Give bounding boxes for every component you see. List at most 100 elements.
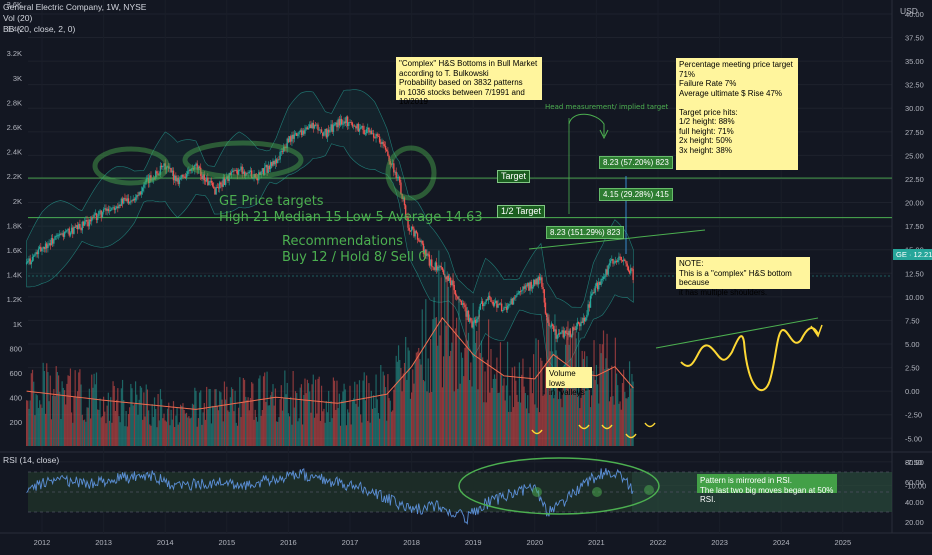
- price-candle: [85, 220, 87, 222]
- volume-bar: [420, 364, 422, 446]
- volume-bar: [310, 412, 312, 446]
- volume-bar: [422, 379, 425, 446]
- volume-bar: [428, 392, 430, 446]
- price-candle: [36, 252, 38, 255]
- price-candle: [234, 170, 236, 172]
- volume-bar: [561, 407, 563, 446]
- volume-bar: [200, 390, 202, 446]
- volume-bar: [388, 398, 390, 446]
- price-candle: [241, 166, 243, 174]
- price-candle: [82, 221, 85, 226]
- price-candle: [406, 215, 408, 217]
- complex-note: NOTE: This is a "complex" H&S bottom bec…: [676, 257, 810, 297]
- price-candle: [202, 174, 204, 180]
- volume-bar: [407, 347, 409, 446]
- price-candle: [266, 164, 268, 173]
- volume-bar: [91, 374, 93, 446]
- volume-bar: [586, 356, 588, 446]
- volume-ma-line: [26, 317, 634, 410]
- price-candle: [220, 182, 222, 185]
- price-candle: [311, 123, 313, 129]
- price-candle: [342, 124, 344, 125]
- volume-bar: [281, 410, 284, 446]
- price-candle: [535, 278, 537, 285]
- price-candle: [368, 127, 370, 133]
- bollinger-indicator-label[interactable]: BB (20, close, 2, 0): [3, 24, 76, 34]
- price-candle: [614, 261, 617, 263]
- volume-bar: [630, 388, 632, 446]
- volume-bar: [557, 399, 560, 446]
- price-candle: [352, 125, 355, 127]
- price-candle: [259, 172, 261, 175]
- volume-bar: [48, 401, 50, 446]
- price-candle: [374, 137, 376, 139]
- last-price-badge: GE · 12.21: [893, 249, 932, 260]
- volume-bar: [606, 333, 608, 446]
- price-candle: [576, 322, 579, 327]
- volume-bar: [601, 344, 603, 446]
- volume-valley-mark: [601, 424, 613, 430]
- price-candle: [316, 124, 318, 126]
- volume-bar: [329, 421, 331, 446]
- volume-bar: [537, 339, 539, 446]
- volume-bar: [318, 376, 320, 446]
- price-candle: [301, 130, 304, 135]
- volume-bar: [290, 396, 292, 446]
- price-candle: [79, 224, 81, 228]
- price-candle: [169, 167, 171, 169]
- volume-bar: [369, 422, 371, 446]
- price-candle: [461, 303, 464, 305]
- volume-bar: [384, 387, 387, 446]
- volume-bar: [283, 398, 285, 446]
- price-candle: [612, 259, 614, 264]
- price-candle: [200, 167, 202, 176]
- volume-bar: [292, 371, 294, 446]
- price-candle: [476, 319, 478, 324]
- price-candle: [64, 231, 67, 233]
- price-candle: [265, 164, 267, 168]
- price-candle: [275, 159, 278, 164]
- price-candle: [141, 187, 144, 192]
- volume-bar: [337, 408, 339, 446]
- price-candle: [408, 227, 410, 231]
- volume-bar: [401, 391, 403, 446]
- volume-bar: [403, 362, 406, 446]
- price-candle: [134, 197, 137, 201]
- volume-bar: [252, 383, 254, 446]
- price-candle: [176, 178, 178, 182]
- price-candle: [126, 198, 128, 202]
- volume-bar: [375, 374, 377, 446]
- volume-bar: [123, 400, 125, 446]
- price-candle: [337, 119, 339, 128]
- volume-bar: [447, 286, 449, 446]
- price-candle: [254, 174, 256, 178]
- price-candle: [261, 168, 264, 172]
- last-price-symbol: GE: [896, 250, 907, 259]
- rsi-indicator-label[interactable]: RSI (14, close): [3, 455, 60, 465]
- price-candle: [563, 330, 566, 338]
- price-candle: [513, 297, 516, 299]
- price-candle: [107, 208, 110, 212]
- volume-bar: [79, 369, 81, 446]
- volume-bar: [228, 411, 230, 446]
- price-candle: [598, 281, 600, 290]
- sketch-head-and-shoulders: [680, 327, 819, 392]
- price-candle: [123, 197, 125, 204]
- rsi-marker: [532, 487, 542, 497]
- price-candle: [484, 301, 486, 305]
- price-candle: [500, 303, 503, 312]
- price-candle: [34, 254, 36, 256]
- volume-indicator-label[interactable]: Vol (20): [3, 13, 33, 23]
- price-candle: [542, 286, 544, 290]
- volume-bar: [615, 373, 618, 446]
- volume-bar: [431, 391, 433, 446]
- x-axis-tick-label: 2014: [157, 538, 174, 547]
- volume-bar: [214, 389, 216, 446]
- price-candle: [509, 304, 511, 306]
- volume-bar: [535, 338, 537, 446]
- volume-bar: [270, 395, 272, 446]
- right-axis-tick-label: 10.00: [905, 293, 924, 302]
- volume-bar: [459, 383, 461, 446]
- volume-bar: [98, 409, 100, 446]
